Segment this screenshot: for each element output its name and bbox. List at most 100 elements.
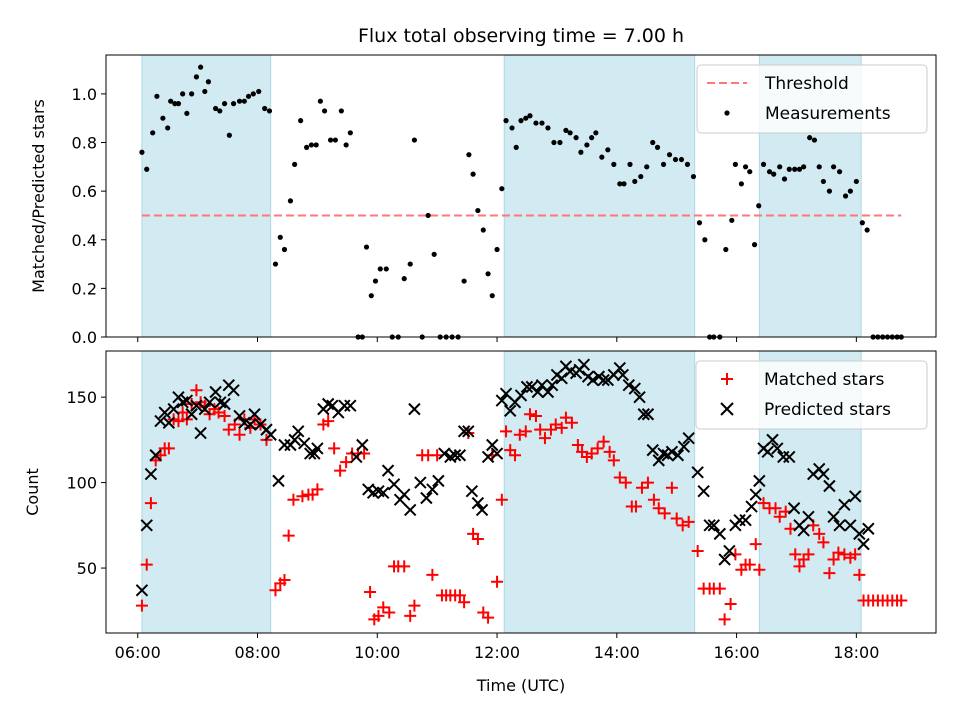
predicted-stars-point [350,450,363,464]
matched-stars-point [144,497,157,510]
predicted-stars-point [652,454,665,467]
matched-stars-point [853,568,866,581]
matched-stars-point [372,609,385,622]
measurements-point [475,207,481,214]
matched-stars-point [431,449,444,462]
measurements-point [401,276,407,282]
predicted-stars-point [457,425,471,438]
measurements-point [792,166,798,172]
predicted-stars-point [471,496,485,510]
matched-stars-point [190,384,203,397]
measurements-point [411,137,418,143]
measurements-point [287,198,294,204]
matched-stars-point [278,574,291,587]
y-tick-label: 0.2 [72,279,97,298]
predicted-stars-point [707,519,721,532]
predicted-stars-point [180,394,194,407]
x-axis-ticks: 06:00 08:00 10:00 12:00 14:00 16:00 18:00 [115,633,879,662]
matched-stars-point [585,447,598,460]
measurements-point [480,227,486,233]
measurements-point [771,171,777,177]
measurements-point [786,166,792,172]
measurements-point [172,101,178,107]
matched-stars-point [269,584,282,597]
predicted-stars-point [149,449,162,462]
matched-stars-point [453,589,466,602]
measurements-point [644,164,650,170]
predicted-stars-point [311,442,324,455]
matched-stars-point [603,445,616,458]
matched-stars-point [613,471,626,484]
matched-stars-point [500,425,513,438]
measurements-point [272,261,279,267]
measurements-point [650,139,656,146]
measurements-point [533,120,539,126]
measurements-point [523,115,529,121]
measurements-point [573,135,579,141]
measurements-point [756,203,762,209]
matched-stars-point [458,596,471,609]
predicted-stars-point [303,447,317,460]
predicted-stars-point [853,527,866,541]
measurements-point [666,152,673,158]
matched-stars-point [769,502,782,515]
predicted-stars-point [713,527,727,541]
measurements-point [184,110,190,116]
measurements-point [729,217,735,223]
measurements-point [139,149,145,155]
predicted-stars-point [194,426,207,440]
predicted-stars-point [387,478,401,491]
y-tick-label: 0.8 [72,134,97,153]
predicted-stars-point [135,584,149,597]
predicted-stars-point [438,447,451,460]
measurements-point [678,156,685,163]
predicted-stars-point [185,408,198,421]
predicted-stars-point [838,498,851,512]
measurements-point [723,246,729,253]
y-axis-label: Count [23,468,42,516]
predicted-stars-point [420,491,433,505]
predicted-stars-point [381,464,395,477]
measurements-point [842,193,849,199]
matched-stars-point [559,411,572,424]
predicted-stars-point [628,382,641,395]
chart-title: Flux total observing time = 7.00 h [358,25,684,47]
matched-stars-point [729,548,742,561]
measurements-point [175,101,182,107]
legend-measurements-label: Measurements [765,104,891,124]
measurements-point [377,266,383,272]
matched-stars-point [565,416,578,429]
predicted-stars-point [545,378,559,392]
matched-stars-point [377,601,390,614]
measurements-point [684,161,691,167]
matched-stars-point [641,476,654,489]
matched-stars-point [555,421,568,434]
measurements-point [262,105,268,112]
measurements-point [180,91,186,97]
ratio-panel: 0.0 0.2 0.4 0.6 0.8 1.0 Flux total observing … [29,25,937,347]
matched-stars-point [665,481,678,494]
predicted-stars-point [244,418,257,431]
predicted-stars-point [356,438,369,452]
predicted-stars-point [739,513,752,527]
matched-stars-point [172,415,185,428]
measurements-point [811,137,818,143]
matched-stars-point [591,442,604,455]
predicted-stars-point [486,438,499,452]
measurements-point [527,113,533,119]
predicted-stars-point [408,402,421,416]
matched-stars-point [749,538,762,551]
predicted-stars-point [218,397,231,411]
measurements-point [154,93,160,99]
measurements-point [241,98,247,104]
measurements-point [702,237,708,243]
predicted-stars-point [586,373,600,387]
legend-matched-swatch [721,373,733,385]
matched-stars-point [140,558,153,571]
measurements-point [217,108,223,114]
predicted-stars-point [321,397,335,411]
x-tick-label: 08:00 [234,643,280,662]
predicted-stars-point [465,484,479,498]
measurements-point [864,227,870,233]
matched-stars-point [364,585,377,598]
